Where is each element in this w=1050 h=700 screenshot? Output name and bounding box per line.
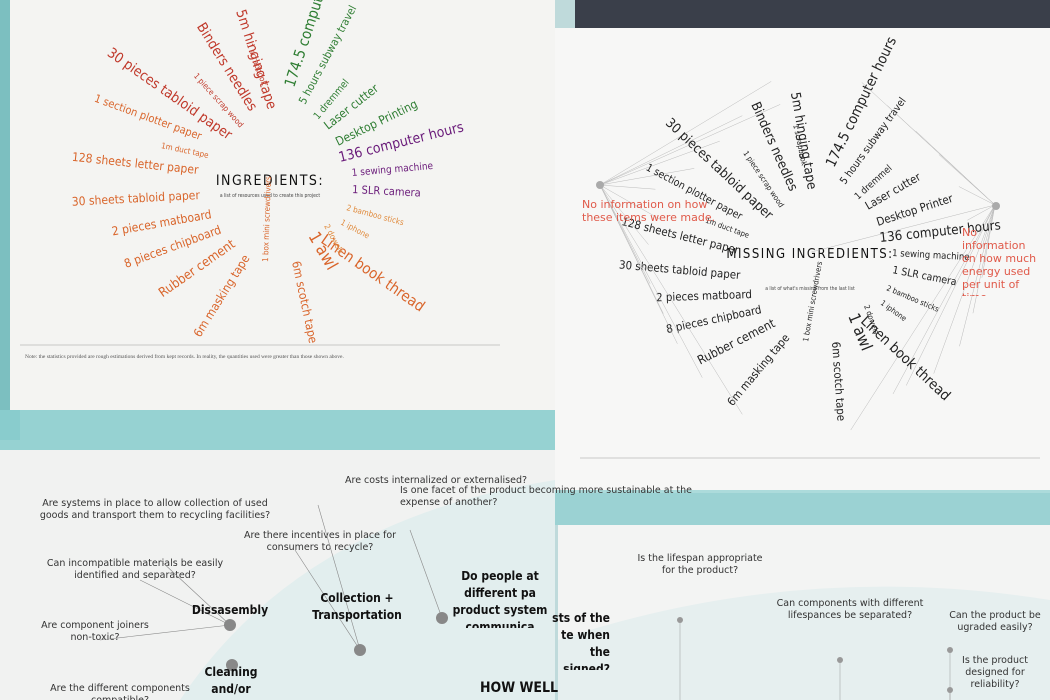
- ingredient: 1 box mini screwdrivers: [261, 176, 273, 262]
- connector: [99, 624, 231, 641]
- connector: [599, 104, 781, 186]
- arc-shape: [558, 586, 1050, 700]
- connector: [850, 204, 996, 431]
- question-text: Are component joiners non-toxic?: [41, 620, 149, 643]
- node-label: Collection + Transportation: [312, 591, 402, 622]
- node-label: Cleaning and/or washing: [204, 665, 258, 700]
- connector: [599, 184, 703, 378]
- note-text: No information on how these items were m…: [582, 198, 716, 224]
- connector: [317, 504, 361, 651]
- question: Is the lifespan appropriate for the prod…: [637, 553, 763, 576]
- dot: [596, 181, 604, 189]
- node-dot: [224, 619, 236, 631]
- connector: [599, 81, 772, 186]
- connector: [599, 168, 695, 186]
- subtitle: a list of what's missing from the last l…: [765, 286, 855, 292]
- node-dot: [436, 612, 448, 624]
- missing-note: No information on how much energy used p…: [962, 226, 1037, 296]
- question: Can components with different lifespance…: [776, 598, 924, 621]
- node-dot: [226, 659, 238, 671]
- question-text: Is the lifespan appropriate for the prod…: [637, 553, 763, 576]
- question: Are costs internalized or externalised?: [345, 475, 528, 486]
- node-dot: [947, 647, 953, 653]
- connector: [599, 115, 743, 186]
- connector: [967, 204, 996, 221]
- connector: [811, 204, 996, 253]
- question-text: Can the product be ugraded easily?: [949, 610, 1041, 633]
- question-text: Are there incentives in place for consum…: [243, 530, 397, 553]
- connector: [599, 184, 661, 220]
- node-dot: [837, 657, 843, 663]
- question-text: Can components with different lifespance…: [776, 598, 924, 621]
- node-label: Dissasembly: [191, 603, 269, 617]
- arc-shape: [180, 480, 555, 700]
- node-label: Do people at different pa product system…: [452, 569, 548, 628]
- missing-item: 2 pieces matboard: [656, 287, 752, 304]
- connector: [892, 204, 996, 395]
- connector: [959, 204, 996, 347]
- connector: [933, 204, 996, 374]
- dot: [992, 202, 1000, 210]
- title: INGREDIENTS:: [216, 173, 324, 189]
- teal-band: [555, 490, 1050, 525]
- connector: [981, 204, 996, 278]
- question-text: Can incompatible materials be easily ide…: [46, 558, 224, 581]
- node-dot: [947, 687, 953, 693]
- ingredient: 30 sheets tabloid paper: [71, 188, 200, 209]
- teal-band: [0, 410, 555, 450]
- question: Are systems in place to allow collection…: [39, 498, 271, 521]
- question: Is the product designed for reliability?: [962, 655, 1028, 690]
- question: Are component joiners non-toxic?: [41, 620, 149, 643]
- node: Do people at different pa product system…: [452, 569, 548, 628]
- node: Dissasembly: [191, 603, 269, 617]
- connector: [958, 186, 996, 206]
- note-text: No information on how much energy used p…: [962, 226, 1037, 296]
- connector: [599, 184, 649, 245]
- fragment: sts of the te when the signed?: [552, 611, 610, 670]
- connector: [906, 204, 996, 386]
- missing-item: 1 sewing machine: [892, 248, 970, 263]
- connector: [981, 204, 996, 249]
- missing-item: 6m scotch tape: [829, 341, 849, 421]
- question-text: Are systems in place to allow collection…: [39, 498, 271, 521]
- question-text: Is the product designed for reliability?: [962, 655, 1028, 690]
- question: Can incompatible materials be easily ide…: [46, 558, 224, 581]
- note: Note: the statistics provided are rough …: [25, 353, 344, 360]
- node-dot: [677, 617, 683, 623]
- node: Cleaning and/or washing: [204, 665, 258, 700]
- node-dot: [354, 644, 366, 656]
- heading: HOW WELL: [480, 680, 558, 696]
- fragment-text: sts of the te when the signed?: [552, 611, 610, 670]
- connector: [139, 579, 231, 626]
- connector: [599, 184, 678, 344]
- question-text: Are the different components compatible?: [50, 683, 190, 700]
- question: Can the product be ugraded easily?: [949, 610, 1041, 633]
- connector: [599, 184, 743, 415]
- ingredient: 1 SLR camera: [352, 183, 421, 200]
- missing-note: No information on how these items were m…: [582, 198, 716, 224]
- question-text: Is one facet of the product becoming mor…: [400, 485, 692, 508]
- question: Is one facet of the product becoming mor…: [400, 485, 692, 508]
- connector: [861, 82, 996, 206]
- title: MISSING INGREDIENTS:: [726, 247, 893, 262]
- poster-ingredients: [10, 0, 555, 410]
- connector: [972, 204, 996, 314]
- question-text: Are costs internalized or externalised?: [345, 475, 528, 486]
- connector: [409, 529, 443, 619]
- connector: [599, 140, 720, 186]
- node: Collection + Transportation: [312, 591, 402, 622]
- question: Are there incentives in place for consum…: [243, 530, 397, 553]
- question: Are the different components compatible?: [50, 683, 190, 700]
- subtitle: a list of resources used to create this …: [220, 193, 321, 199]
- connector: [599, 184, 656, 190]
- connector: [159, 559, 231, 626]
- connector: [294, 549, 361, 651]
